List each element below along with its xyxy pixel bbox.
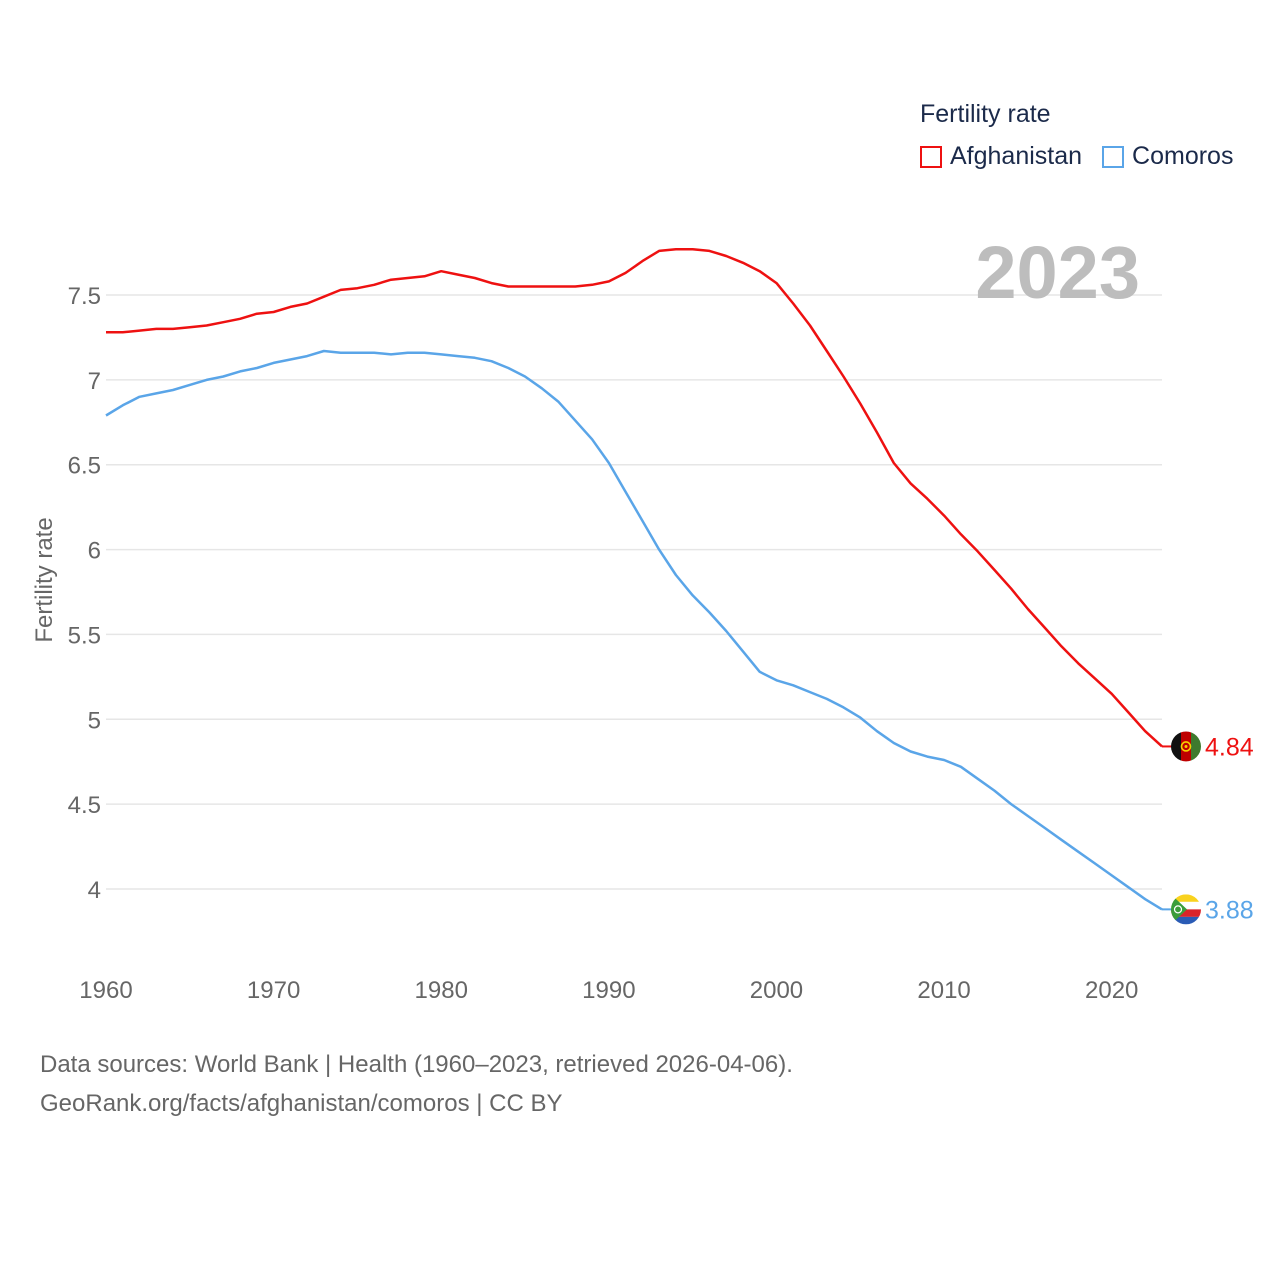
grid-lines <box>106 294 1162 890</box>
x-tick-label: 1980 <box>415 977 468 1004</box>
legend-label-comoros: Comoros <box>1132 142 1234 170</box>
legend-swatch-comoros <box>1102 145 1125 168</box>
y-axis-ticks: 4 4.5 5 5.5 6 6.5 7 7.5 <box>68 283 101 904</box>
y-tick-label: 5 <box>88 707 101 734</box>
x-tick-label: 2000 <box>750 977 803 1004</box>
legend-item-afghanistan[interactable]: Afghanistan <box>920 142 1082 171</box>
y-tick-label: 5.5 <box>68 622 101 649</box>
footer-attribution[interactable]: GeoRank.org/facts/afghanistan/comoros | … <box>40 1090 563 1117</box>
legend-swatch-afghanistan <box>920 145 942 168</box>
x-tick-label: 1970 <box>247 977 300 1004</box>
y-tick-label: 4.5 <box>68 792 101 819</box>
flag-icon-afghanistan <box>1171 731 1201 762</box>
legend: Afghanistan Comoros <box>920 142 1253 171</box>
series-line-afghanistan[interactable] <box>106 247 1163 748</box>
year-watermark: 2023 <box>975 231 1140 314</box>
y-tick-label: 4 <box>88 877 101 904</box>
y-tick-label: 7.5 <box>68 283 101 310</box>
legend-title: Fertility rate <box>920 100 1051 128</box>
x-tick-label: 1990 <box>582 977 635 1004</box>
x-axis-ticks: 1960 1970 1980 1990 2000 2010 2020 <box>79 977 1138 1004</box>
y-tick-label: 7 <box>88 368 101 395</box>
y-axis-label: Fertility rate <box>31 517 58 642</box>
legend-label-afghanistan: Afghanistan <box>950 142 1083 170</box>
legend-item-comoros[interactable]: Comoros <box>1102 142 1233 171</box>
footer: Data sources: World Bank | Health (1960–… <box>40 1045 793 1123</box>
end-value-label-afghanistan: 4.84 <box>1205 733 1254 761</box>
series-lines <box>105 247 1163 911</box>
end-value-label-comoros: 3.88 <box>1205 896 1254 924</box>
end-markers: 4.84 3.88 <box>1162 731 1254 925</box>
y-tick-label: 6 <box>88 538 101 565</box>
footer-sources: Data sources: World Bank | Health (1960–… <box>40 1051 793 1078</box>
series-line-comoros[interactable] <box>105 349 1163 911</box>
y-tick-label: 6.5 <box>68 453 101 480</box>
x-tick-label: 1960 <box>79 977 132 1004</box>
x-tick-label: 2020 <box>1085 977 1138 1004</box>
x-tick-label: 2010 <box>917 977 970 1004</box>
flag-icon-comoros <box>1171 894 1201 925</box>
